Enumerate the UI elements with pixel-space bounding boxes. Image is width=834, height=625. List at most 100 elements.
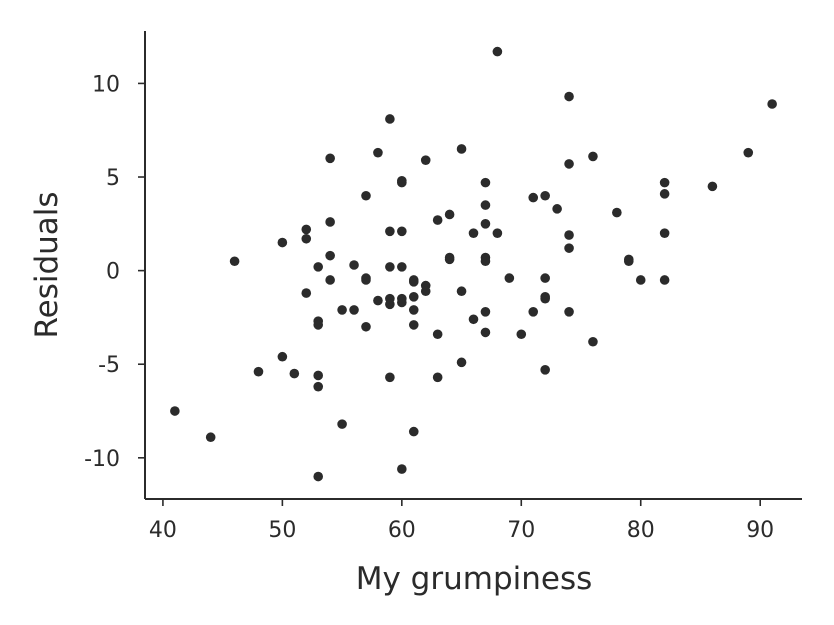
data-point-85 [564,243,574,253]
data-point-4 [277,237,288,248]
x-tick-label-2: 60 [388,518,416,543]
x-tick-label-3: 70 [507,518,535,543]
data-point-96 [659,275,670,285]
data-point-29 [373,295,383,306]
data-point-86 [564,307,574,317]
data-point-42 [397,464,407,474]
data-point-89 [612,207,622,218]
data-point-14 [313,381,324,392]
data-point-82 [564,91,574,102]
data-point-8 [301,233,312,244]
data-point-60 [456,357,467,368]
data-point-52 [432,215,443,225]
data-point-76 [540,190,550,201]
data-point-44 [408,277,419,287]
data-point-87 [588,151,598,162]
data-point-63 [480,177,491,188]
data-point-17 [325,217,335,227]
x-tick-label-0: 40 [149,518,177,543]
data-point-64 [480,200,491,210]
data-point-27 [361,321,371,332]
data-point-74 [528,192,539,203]
y-tick-label-3: 5 [106,166,120,191]
data-point-88 [588,336,598,347]
data-point-97 [707,181,718,192]
data-point-13 [313,370,324,381]
x-tick-label-1: 50 [268,518,296,543]
data-point-70 [492,46,503,57]
data-point-22 [349,260,359,270]
data-point-62 [468,314,479,325]
data-point-84 [564,230,574,240]
data-point-53 [432,329,443,340]
data-point-32 [385,262,395,272]
data-point-30 [385,114,395,124]
y-axis-title: Residuals [29,191,65,338]
data-point-31 [385,226,395,237]
data-point-47 [408,320,419,330]
data-point-20 [337,305,347,315]
data-point-48 [408,426,419,437]
data-point-71 [492,228,503,238]
data-point-98 [743,147,754,158]
data-point-80 [540,365,550,375]
x-tick-label-5: 90 [746,518,774,543]
data-point-61 [468,228,479,238]
x-axis-ticks: 40 50 60 70 80 90 [149,499,774,543]
data-point-92 [635,275,646,285]
data-point-38 [397,226,407,237]
data-point-12 [313,320,324,330]
data-point-59 [456,286,467,297]
data-point-2 [229,256,240,267]
data-point-7 [301,224,312,235]
data-point-5 [277,351,288,362]
data-point-1 [205,432,216,443]
data-point-81 [552,204,562,214]
data-point-24 [361,190,371,201]
data-point-72 [504,273,515,283]
data-point-10 [313,262,324,272]
data-point-91 [623,256,634,267]
y-tick-label-4: 10 [92,72,120,97]
data-point-28 [373,147,383,158]
data-point-57 [444,254,455,265]
data-point-41 [397,297,407,308]
data-point-23 [349,305,359,315]
data-point-54 [432,372,443,383]
data-point-9 [301,288,312,298]
data-point-16 [325,153,335,164]
data-point-21 [337,419,347,429]
data-point-65 [480,219,491,229]
data-point-18 [325,250,335,261]
data-point-3 [253,366,264,377]
y-tick-label-2: 0 [106,260,120,285]
data-point-75 [528,307,539,317]
data-point-37 [397,177,407,188]
data-point-68 [480,307,491,317]
data-point-99 [767,99,777,109]
data-point-51 [420,286,431,297]
data-point-83 [564,159,574,169]
data-point-0 [170,406,180,416]
data-point-6 [289,368,300,379]
y-tick-label-1: -5 [98,353,120,378]
data-point-49 [420,155,431,165]
y-tick-label-0: -10 [84,447,120,472]
data-point-79 [540,293,550,304]
y-axis-ticks: -10 -5 0 5 10 [84,72,145,472]
data-point-69 [480,327,491,338]
data-point-58 [456,144,467,154]
data-point-94 [659,189,670,199]
data-point-19 [325,275,335,285]
data-point-45 [408,292,419,302]
data-point-93 [659,177,670,188]
data-point-39 [397,262,407,272]
data-point-15 [313,471,324,482]
data-point-77 [540,273,550,283]
data-point-34 [385,299,395,310]
data-point-95 [659,228,670,238]
data-point-73 [516,329,527,340]
data-point-67 [480,256,491,267]
